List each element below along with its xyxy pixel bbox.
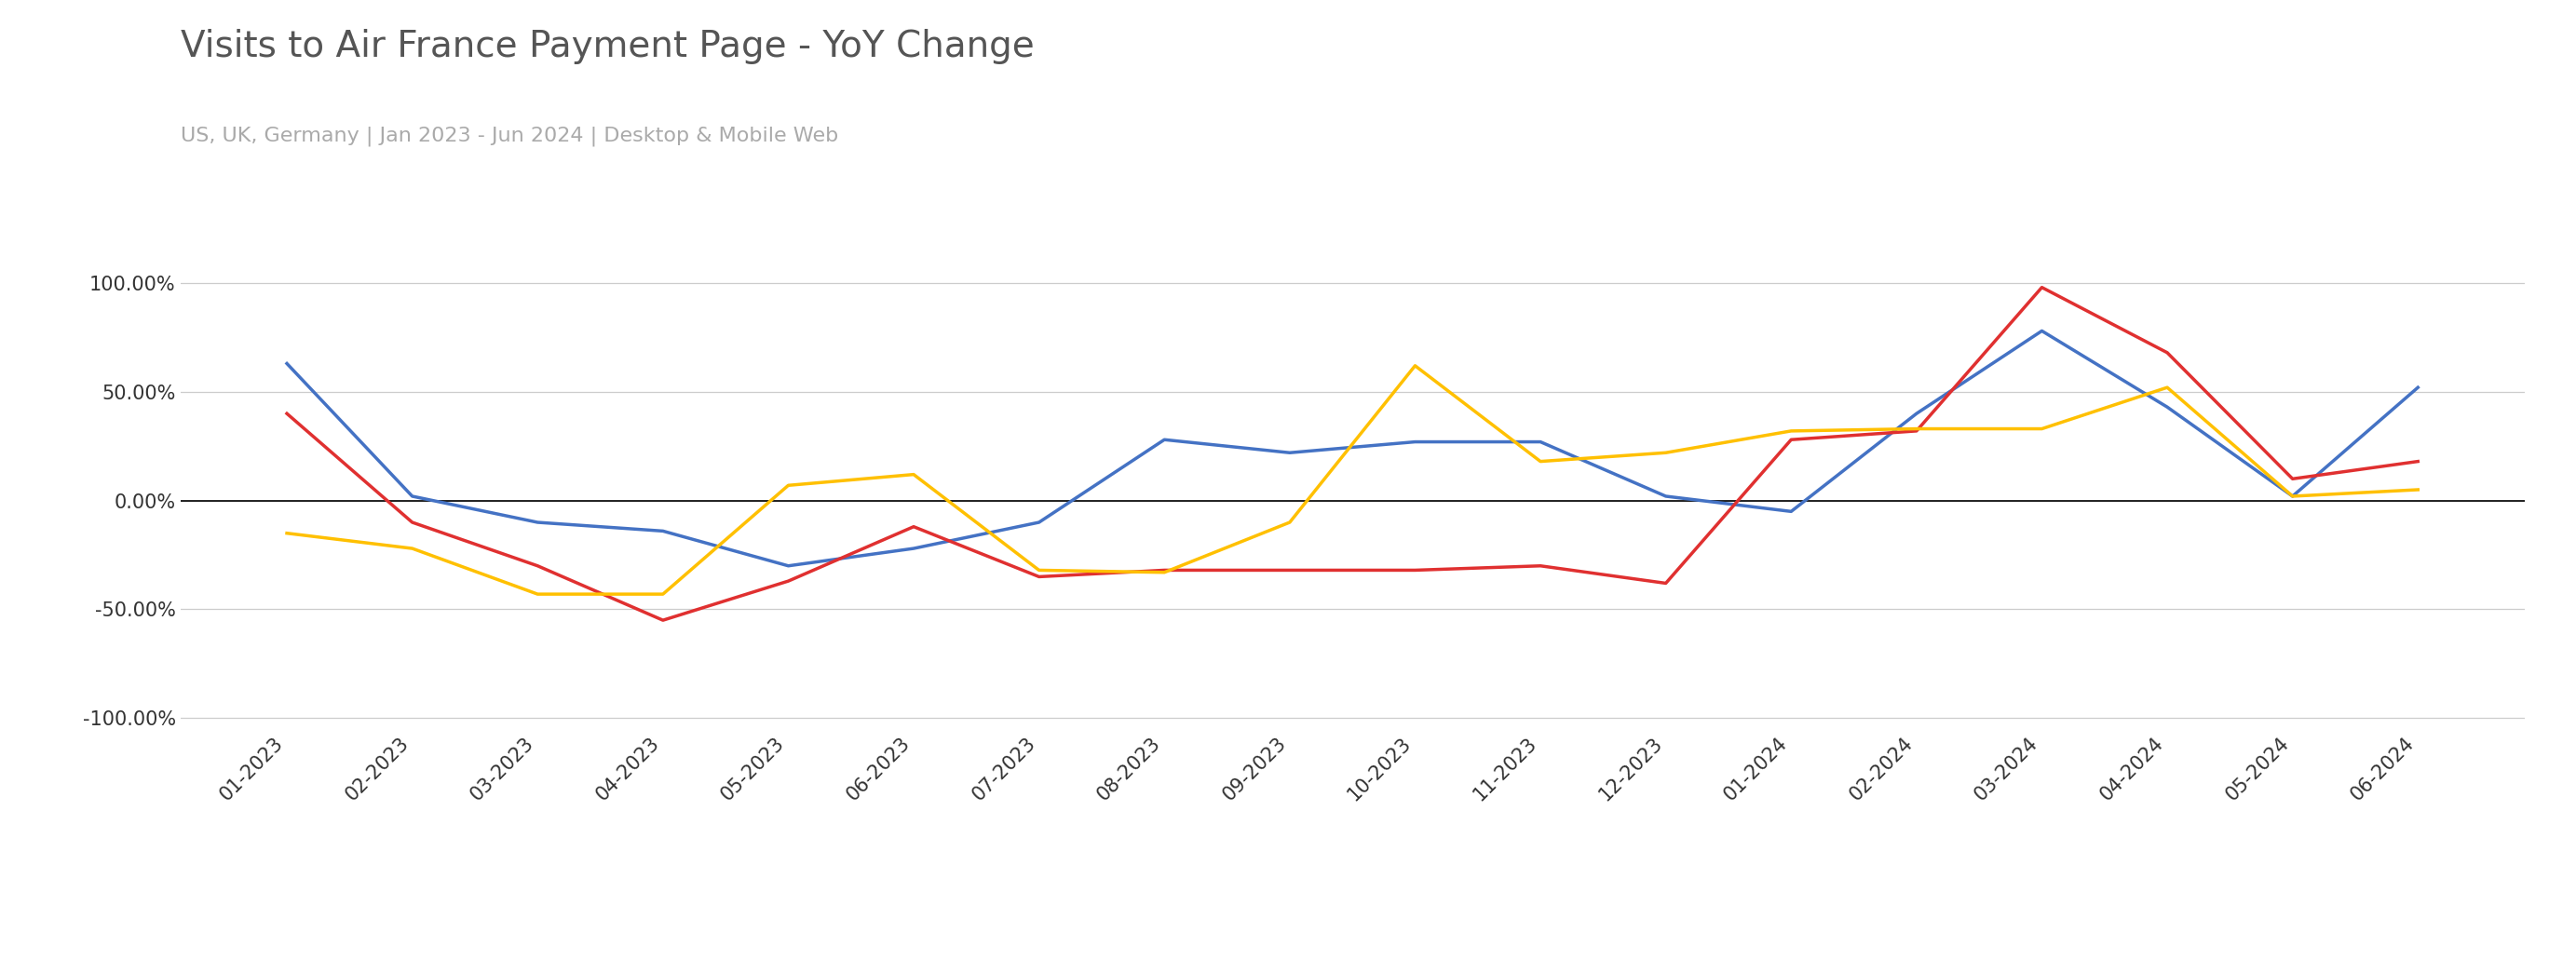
UK (397, 516, 428, 528)
Germany (1651, 447, 1682, 459)
US (1149, 434, 1180, 445)
Text: Visits to Air France Payment Page - YoY Change: Visits to Air France Payment Page - YoY … (180, 29, 1033, 64)
UK (2277, 473, 2308, 485)
US (2151, 401, 2182, 413)
Germany (2277, 491, 2308, 503)
UK (1275, 565, 1306, 576)
US (773, 560, 804, 572)
Germany (899, 469, 930, 480)
UK (2403, 456, 2434, 468)
US (647, 525, 677, 537)
Germany (1023, 565, 1054, 576)
US (397, 491, 428, 503)
Germany (1525, 456, 1556, 468)
US (899, 542, 930, 554)
US (1275, 447, 1306, 459)
US (2027, 325, 2058, 336)
Germany (1149, 567, 1180, 578)
US (1651, 491, 1682, 503)
UK (1775, 434, 1806, 445)
UK (1525, 560, 1556, 572)
Germany (1901, 423, 1932, 434)
Line: Germany: Germany (286, 365, 2419, 594)
UK (647, 614, 677, 626)
Text: US, UK, Germany | Jan 2023 - Jun 2024 | Desktop & Mobile Web: US, UK, Germany | Jan 2023 - Jun 2024 | … (180, 126, 837, 147)
UK (1149, 565, 1180, 576)
US (1023, 516, 1054, 528)
Germany (2151, 382, 2182, 394)
US (270, 358, 301, 369)
US (1525, 436, 1556, 448)
UK (773, 575, 804, 587)
US (523, 516, 554, 528)
Germany (1399, 360, 1430, 371)
Germany (1275, 516, 1306, 528)
Germany (1775, 425, 1806, 436)
UK (1023, 571, 1054, 582)
US (2403, 382, 2434, 394)
UK (1651, 577, 1682, 589)
UK (2027, 282, 2058, 294)
UK (899, 521, 930, 533)
UK (1399, 565, 1430, 576)
Germany (2403, 484, 2434, 496)
Germany (523, 588, 554, 600)
US (1901, 407, 1932, 419)
US (2277, 491, 2308, 503)
Germany (647, 588, 677, 600)
Germany (270, 528, 301, 539)
Germany (773, 479, 804, 491)
US (1775, 505, 1806, 517)
UK (1901, 425, 1932, 436)
Line: US: US (286, 330, 2419, 566)
Germany (2027, 423, 2058, 434)
Legend: US, UK, Germany: US, UK, Germany (1154, 966, 1551, 972)
UK (270, 407, 301, 419)
Germany (397, 542, 428, 554)
UK (2151, 347, 2182, 359)
US (1399, 436, 1430, 448)
Line: UK: UK (286, 288, 2419, 620)
UK (523, 560, 554, 572)
